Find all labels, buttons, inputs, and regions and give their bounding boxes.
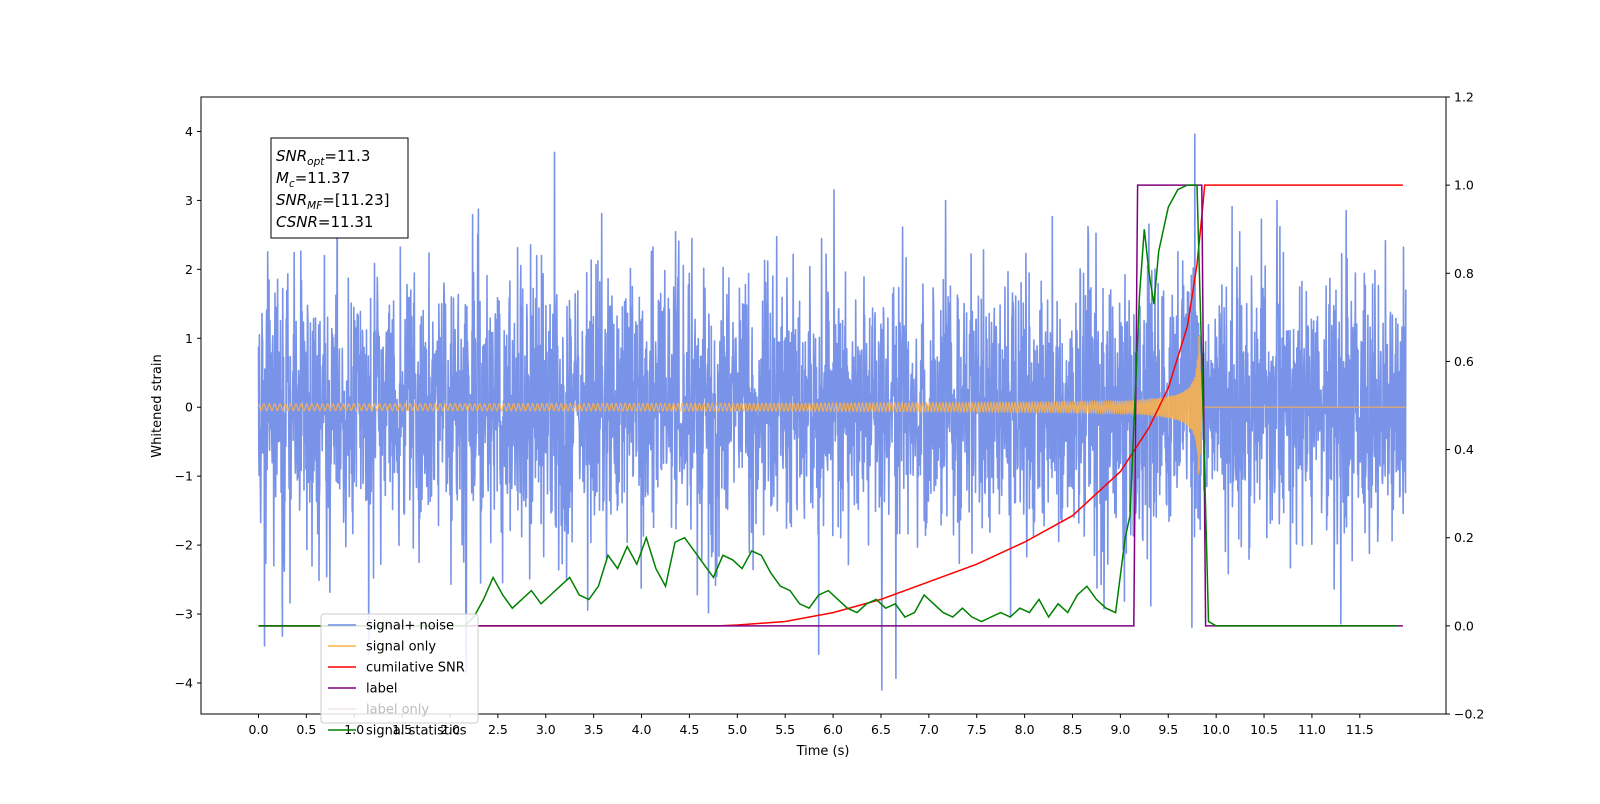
x-tick-label: 3.0 [536,722,556,737]
legend-label-signal-noise: signal+ noise [366,619,454,634]
stats-annotation-frame [270,137,409,239]
y2-tick-label: 1.0 [1454,178,1474,193]
x-tick-label: 7.0 [919,722,939,737]
x-tick-label: 7.5 [967,722,987,737]
y-tick-label: 0 [185,400,193,415]
y-tick-label: −3 [175,607,193,622]
y2-tick-label: 0.8 [1454,266,1474,281]
y-tick-label: −2 [175,538,193,553]
x-tick-label: 3.5 [584,722,604,737]
y2-tick-label: 0.2 [1454,530,1474,545]
x-tick-label: 9.5 [1158,722,1178,737]
x-tick-label: 4.0 [632,722,652,737]
stats-annotation-subscript: MF [307,200,323,212]
y2-tick-label: 0.6 [1454,354,1474,369]
y-tick-label: 2 [185,262,193,277]
legend-label-cumilative-snr: cumilative SNR [366,661,465,676]
y-axis-right: 1.2 1.0 0.8 0.6 0.4 0.2 0.0 −0.2 [1446,90,1484,722]
stats-annotation-symbol: M [276,169,289,187]
x-tick-label: 10.5 [1250,722,1278,737]
x-tick-label: 4.5 [679,722,699,737]
stats-annotation: SNRopt=11.3Mc=11.37SNRMF=[11.23]CSNR=11.… [270,137,409,239]
y2-tick-label: 1.2 [1454,90,1474,105]
stats-annotation-symbol: CSNR [276,213,318,231]
y-axis-left: 4 3 2 1 0 −1 −2 −3 −4 [175,124,201,690]
x-tick-label: 10.0 [1202,722,1230,737]
y-axis-label: Whitened strain [150,354,165,457]
y-tick-label: 3 [185,193,193,208]
x-axis-label: Time (s) [796,744,850,759]
stats-annotation-value: =11.31 [318,213,374,231]
x-tick-label: 0.5 [296,722,316,737]
legend: signal+ noise signal only cumilative SNR la… [320,613,479,739]
stats-annotation-subscript: c [289,178,295,190]
legend-label-signal-statistics: signal statistics [366,724,467,739]
x-tick-label: 5.0 [727,722,747,737]
stats-annotation-line: SNRopt=11.3 [276,147,370,168]
y2-tick-label: 0.0 [1454,618,1474,633]
x-tick-label: 11.5 [1346,722,1374,737]
x-tick-label: 5.5 [775,722,795,737]
y-tick-label: 4 [185,124,193,139]
plot-frame [200,96,1447,715]
x-tick-label: 0.0 [249,722,269,737]
y-tick-label: −4 [175,675,193,690]
stats-annotation-value: =11.37 [295,169,351,187]
x-tick-label: 9.0 [1110,722,1130,737]
series-signal-only-line [258,335,1406,475]
stats-annotation-line: CSNR=11.31 [276,213,373,231]
x-tick-label: 11.0 [1298,722,1326,737]
legend-label-label-only: label only [366,703,429,718]
stats-annotation-line: Mc=11.37 [276,169,350,190]
plot-area [257,133,1407,691]
x-axis: 0.0 0.5 1.0 1.5 2.0 2.5 3.0 3.5 4.0 4.5 5.0 5.5 6.0 6… [249,714,1374,737]
x-tick-label: 1.5 [392,722,412,737]
x-tick-label: 6.5 [871,722,891,737]
stats-annotation-value: =[11.23] [322,191,389,209]
stats-annotation-subscript: opt [307,156,325,168]
y2-tick-label: 0.4 [1454,442,1474,457]
legend-frame [320,613,479,724]
x-tick-label: 2.5 [488,722,508,737]
x-tick-label: 6.0 [823,722,843,737]
y2-tick-label: −0.2 [1454,707,1484,722]
y-tick-label: 1 [185,331,193,346]
series-signal-noise-line [257,133,1407,691]
legend-label-label: label [366,682,397,697]
stats-annotation-line: SNRMF=[11.23] [276,191,390,212]
x-tick-label: 8.5 [1063,722,1083,737]
series-cumilative-snr-line [258,184,1403,627]
y-tick-label: −1 [175,469,193,484]
stats-annotation-value: =11.3 [324,147,370,165]
legend-label-signal-only: signal only [366,640,436,655]
stats-annotation-symbol: SNR [276,147,307,165]
x-tick-label: 2.0 [440,722,460,737]
stats-annotation-symbol: SNR [276,191,307,209]
x-tick-label: 8.0 [1015,722,1035,737]
series-signal-statistics-line [258,184,1399,627]
